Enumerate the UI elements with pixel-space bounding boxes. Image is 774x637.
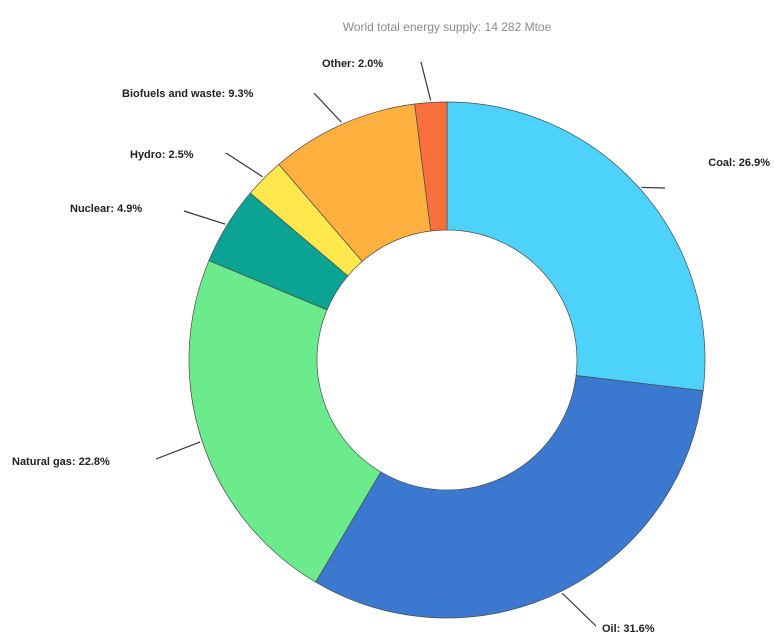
leader-line-natural-gas [155, 441, 201, 460]
slice-label-hydro: Hydro: 2.5% [130, 149, 194, 161]
leader-line-other [420, 61, 432, 101]
leader-lines [155, 61, 666, 627]
leader-line-biofuels-and-waste [313, 92, 342, 123]
slice-label-coal: Coal: 26.9% [708, 157, 770, 169]
slice-coal [446, 101, 706, 392]
slice-label-nuclear: Nuclear: 4.9% [70, 203, 142, 215]
slice-label-other: Other: 2.0% [322, 58, 383, 70]
slice-label-oil: Oil: 31.6% [602, 623, 655, 635]
slice-natural-gas [188, 260, 382, 583]
leader-line-oil [561, 592, 597, 627]
leader-line-coal [641, 186, 666, 189]
slice-labels: Coal: 26.9% Oil: 31.6% Natural gas: 22.8% N… [12, 58, 770, 635]
slice-oil [315, 375, 704, 619]
slice-label-biofuels-and-waste: Biofuels and waste: 9.3% [122, 88, 254, 100]
leader-line-nuclear [183, 210, 226, 225]
leader-line-hydro [225, 152, 263, 178]
slice-label-natural-gas: Natural gas: 22.8% [12, 456, 110, 468]
slice-other [414, 101, 448, 232]
slices-layer [188, 101, 706, 619]
chart-title: World total energy supply: 14 282 Mtoe [343, 20, 552, 34]
